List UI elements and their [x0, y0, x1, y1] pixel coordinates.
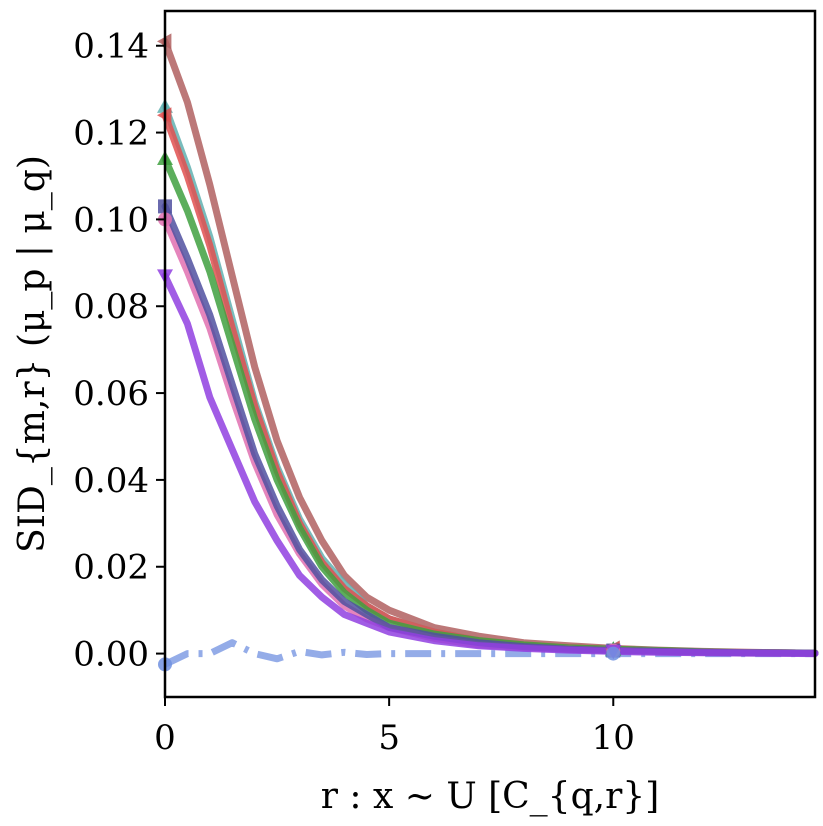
x-axis-label-text: r : x ~ U [C_{q,r}]: [321, 776, 660, 817]
series-layer: [161, 37, 819, 668]
x-ticks: 0 5 10: [154, 697, 635, 758]
y-tick-label: 0.12: [73, 114, 149, 154]
y-tick-label: 0.04: [73, 461, 149, 501]
series-line-6: [161, 272, 819, 658]
x-tick-label: 5: [378, 718, 400, 758]
y-tick-label: 0.10: [73, 200, 149, 240]
x-tick-label: 10: [592, 718, 635, 758]
y-ticks: 0.00 0.02 0.04 0.06 0.08 0.10 0.12 0.14: [73, 27, 165, 675]
plot-frame: [163, 9, 817, 699]
series-line-1: [161, 103, 819, 657]
series-line-3: [161, 155, 819, 657]
y-axis-label: SID_{m,r} (μ_p | μ_q): [12, 155, 53, 553]
y-axis-label-text: SID_{m,r} (μ_p | μ_q): [12, 155, 53, 553]
marker-layer: [157, 33, 622, 672]
y-tick-label: 0.06: [73, 374, 149, 414]
series-line-7: [163, 639, 815, 668]
x-axis-label: r : x ~ U [C_{q,r}]: [321, 776, 660, 817]
series-line-0: [161, 37, 819, 657]
y-tick-label: 0.00: [73, 635, 149, 675]
y-tick-label: 0.08: [73, 287, 149, 327]
y-tick-label: 0.14: [73, 27, 149, 67]
series-marker-7: [606, 646, 621, 661]
x-tick-label: 0: [154, 718, 176, 758]
y-tick-label: 0.02: [73, 548, 149, 588]
